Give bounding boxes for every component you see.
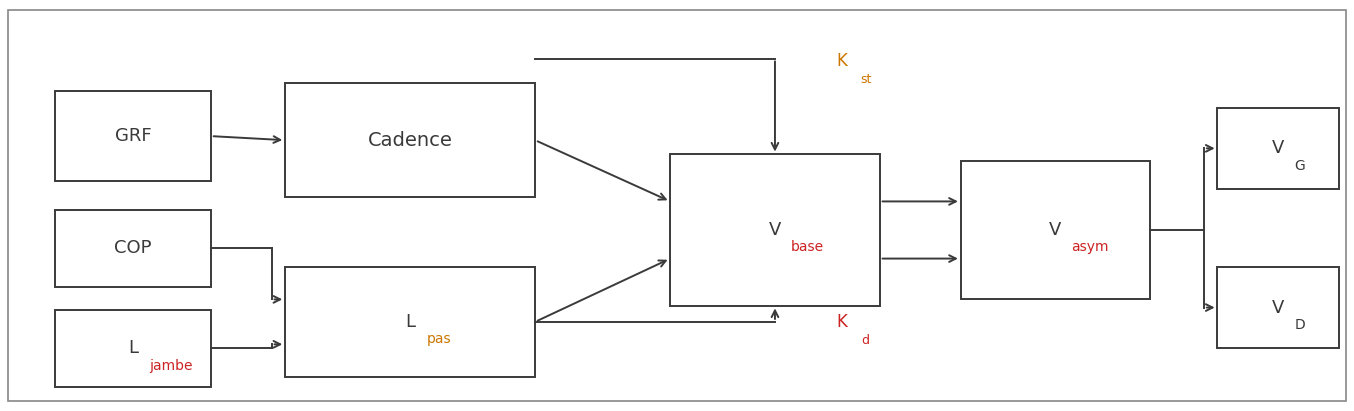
Text: V: V <box>1049 221 1062 239</box>
Text: V: V <box>1273 298 1285 316</box>
Text: V: V <box>769 221 781 239</box>
Text: st: st <box>861 73 872 86</box>
Text: COP: COP <box>114 239 152 257</box>
Text: L: L <box>405 313 416 331</box>
Bar <box>56 91 211 181</box>
Text: D: D <box>1294 318 1305 332</box>
Text: L: L <box>129 339 138 358</box>
Text: V: V <box>1273 139 1285 157</box>
Bar <box>56 210 211 287</box>
Text: d: d <box>861 334 869 347</box>
Text: G: G <box>1294 159 1305 173</box>
Bar <box>961 161 1150 299</box>
Bar <box>670 155 880 305</box>
Bar <box>56 309 211 387</box>
Text: base: base <box>791 240 825 254</box>
Bar <box>1217 108 1339 189</box>
Text: jambe: jambe <box>149 358 192 373</box>
Text: GRF: GRF <box>115 127 152 145</box>
Bar <box>286 267 535 377</box>
Text: pas: pas <box>427 332 451 346</box>
Bar <box>1217 267 1339 349</box>
Bar <box>286 83 535 197</box>
Text: K: K <box>837 313 848 331</box>
Text: Cadence: Cadence <box>368 131 452 150</box>
Text: asym: asym <box>1071 240 1109 254</box>
Text: K: K <box>837 52 848 69</box>
